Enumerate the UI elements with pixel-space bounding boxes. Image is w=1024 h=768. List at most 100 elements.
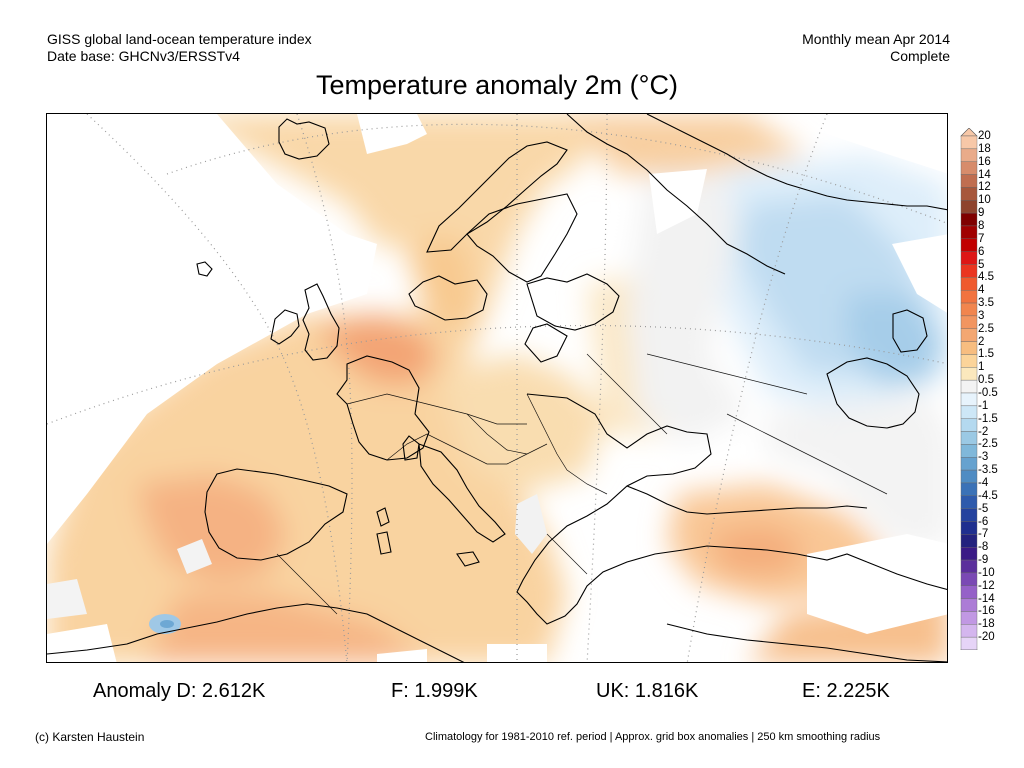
colorbar-swatch bbox=[960, 444, 978, 458]
anomaly-shading bbox=[47, 114, 947, 662]
colorbar-swatch bbox=[960, 328, 978, 342]
colorbar-tick-label: -3 bbox=[978, 451, 989, 464]
colorbar-tick-label: -8 bbox=[978, 541, 989, 554]
colorbar-tick-label: 3 bbox=[978, 309, 985, 322]
colorbar-tick-label: -14 bbox=[978, 592, 995, 605]
colorbar-swatch bbox=[960, 598, 978, 612]
graticule bbox=[47, 114, 947, 662]
data-base: Date base: GHCNv3/ERSSTv4 bbox=[47, 48, 240, 64]
colorbar-swatch bbox=[960, 624, 978, 638]
colorbar-tick-label: 16 bbox=[978, 155, 991, 168]
colorbar-swatch bbox=[960, 611, 978, 625]
colorbar-arrow-top bbox=[960, 128, 978, 137]
colorbar-swatch bbox=[960, 379, 978, 394]
colorbar-tick-label: -2.5 bbox=[978, 438, 998, 451]
colorbar-swatch bbox=[960, 585, 978, 599]
colorbar-swatch bbox=[960, 174, 978, 188]
colorbar-swatch bbox=[960, 482, 978, 497]
colorbar-tick-label: -12 bbox=[978, 579, 995, 592]
colorbar-swatch bbox=[960, 277, 978, 291]
colorbar-tick-label: 2.5 bbox=[978, 322, 994, 335]
colorbar-swatch bbox=[960, 354, 978, 368]
colorbar-tick-label: 10 bbox=[978, 194, 991, 207]
colorbar-tick-label: 0.5 bbox=[978, 374, 994, 387]
colorbar-swatch bbox=[960, 367, 978, 381]
colorbar-tick-label: -1 bbox=[978, 399, 989, 412]
colorbar-tick-label: 14 bbox=[978, 168, 991, 181]
colorbar-tick-label: -20 bbox=[978, 631, 995, 644]
colorbar-tick-label: 7 bbox=[978, 232, 985, 245]
anomaly-uk: UK: 1.816K bbox=[596, 680, 699, 702]
anomaly-f: F: 1.999K bbox=[391, 680, 478, 702]
colorbar-tick-label: 3.5 bbox=[978, 297, 994, 310]
colorbar-tick-label: 20 bbox=[978, 130, 991, 142]
country-borders bbox=[276, 353, 888, 615]
colorbar-tick-label: 1.5 bbox=[978, 348, 994, 361]
colorbar-tick-label: 1 bbox=[978, 361, 985, 374]
completeness-label: Complete bbox=[890, 48, 950, 64]
colorbar-tick-label: 12 bbox=[978, 181, 991, 194]
colorbar-swatch bbox=[960, 264, 978, 278]
colorbar-swatch bbox=[960, 251, 978, 265]
map-frame bbox=[46, 113, 948, 663]
map-title: Temperature anomaly 2m (°C) bbox=[316, 70, 678, 100]
colorbar-tick-label: 4.5 bbox=[978, 271, 994, 284]
colorbar-tick-label: -1.5 bbox=[978, 412, 998, 425]
colorbar-tick-label: -18 bbox=[978, 618, 995, 631]
colorbar-tick-label: 4 bbox=[978, 284, 985, 297]
colorbar-swatch bbox=[960, 469, 978, 484]
colorbar-tick-label: -2 bbox=[978, 425, 989, 438]
colorbar-tick-label: -5 bbox=[978, 502, 989, 515]
colorbar-tick-label: 9 bbox=[978, 207, 985, 220]
colorbar-tick-label: 18 bbox=[978, 142, 991, 155]
colorbar-tick-label: 6 bbox=[978, 245, 985, 258]
colorbar-tick-label: -0.5 bbox=[978, 387, 998, 399]
colorbar-tick-label: -16 bbox=[978, 605, 995, 618]
anomaly-d: Anomaly D: 2.612K bbox=[93, 680, 266, 702]
methodology-note: Climatology for 1981-2010 ref. period | … bbox=[425, 731, 881, 743]
colorbar-tick-label: -9 bbox=[978, 554, 989, 567]
colorbar-swatch bbox=[960, 572, 978, 586]
anomaly-e: E: 2.225K bbox=[802, 680, 890, 702]
dataset-info: GISS global land-ocean temperature index… bbox=[47, 31, 312, 65]
colorbar-swatch bbox=[960, 547, 978, 561]
colorbar-swatch bbox=[960, 212, 978, 227]
colorbar bbox=[960, 128, 978, 650]
colorbar-swatch bbox=[960, 431, 978, 445]
period-label: Monthly mean Apr 2014 bbox=[802, 31, 950, 47]
colorbar-tick-label: 8 bbox=[978, 219, 985, 232]
colorbar-swatch bbox=[960, 302, 978, 317]
colorbar-tick-label: -10 bbox=[978, 566, 995, 579]
colorbar-swatch bbox=[960, 200, 978, 214]
colorbar-swatch bbox=[960, 534, 978, 548]
colorbar-swatch bbox=[960, 508, 978, 522]
colorbar-tick-label: -7 bbox=[978, 528, 989, 541]
colorbar-swatch bbox=[960, 341, 978, 355]
colorbar-swatch bbox=[960, 289, 978, 304]
colorbar-swatch bbox=[960, 161, 978, 175]
colorbar-swatch bbox=[960, 315, 978, 329]
anomaly-map bbox=[47, 114, 947, 662]
colorbar-swatch bbox=[960, 392, 978, 407]
colorbar-swatch bbox=[960, 187, 978, 201]
colorbar-swatch bbox=[960, 405, 978, 419]
colorbar-swatch bbox=[960, 457, 978, 471]
colorbar-tick-label: -3.5 bbox=[978, 464, 998, 477]
no-data-regions bbox=[47, 114, 947, 662]
colorbar-swatch bbox=[960, 148, 978, 162]
colorbar-tick-label: 2 bbox=[978, 335, 985, 348]
colorbar-tick-label: 5 bbox=[978, 258, 985, 271]
colorbar-swatch bbox=[960, 559, 978, 574]
colorbar-tick-label: -4 bbox=[978, 476, 989, 489]
copyright: (c) Karsten Haustein bbox=[35, 730, 145, 744]
colorbar-tick-label: -6 bbox=[978, 515, 989, 528]
dataset-name: GISS global land-ocean temperature index bbox=[47, 31, 312, 47]
colorbar-swatch bbox=[960, 636, 978, 650]
colorbar-swatch bbox=[960, 495, 978, 509]
period-info: Monthly mean Apr 2014 Complete bbox=[802, 31, 950, 65]
colorbar-tick-label: -4.5 bbox=[978, 489, 998, 502]
colorbar-swatch bbox=[960, 238, 978, 252]
coastlines bbox=[47, 114, 947, 662]
colorbar-swatch bbox=[960, 418, 978, 432]
colorbar-swatch bbox=[960, 225, 978, 239]
